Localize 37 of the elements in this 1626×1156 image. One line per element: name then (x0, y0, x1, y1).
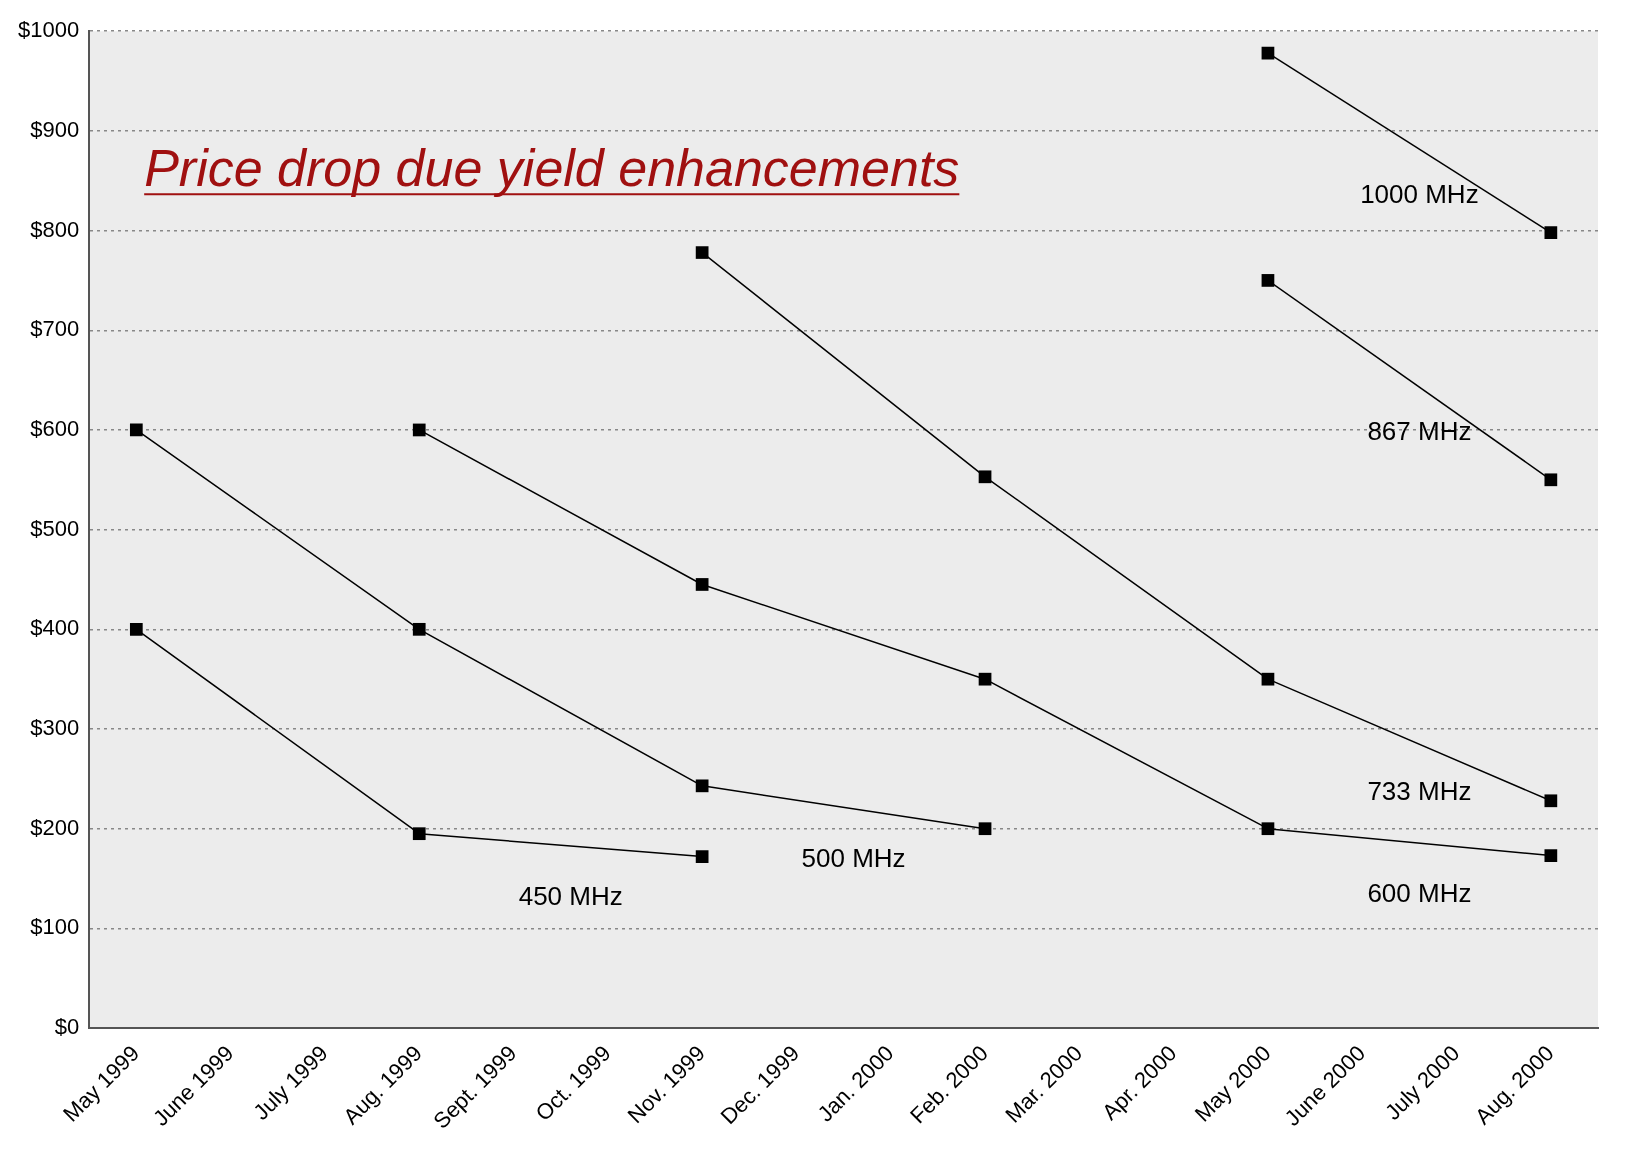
point (412, 827, 426, 841)
series-label: 450 MHz (518, 881, 623, 912)
point (129, 423, 143, 437)
point (412, 423, 426, 437)
point (412, 622, 426, 636)
point (695, 246, 709, 259)
y-tick-label: $700 (30, 316, 80, 342)
series-label: 500 MHz (801, 843, 906, 874)
y-tick-label: $0 (54, 1014, 80, 1040)
point (695, 850, 709, 863)
point (1544, 794, 1558, 808)
y-tick-label: $400 (30, 615, 80, 641)
point (978, 672, 992, 686)
point (1261, 672, 1275, 686)
point (1261, 274, 1275, 287)
series-label: 1000 MHz (1360, 179, 1479, 210)
series-label: 733 MHz (1367, 776, 1472, 807)
y-tick-label: $1000 (17, 17, 80, 43)
y-tick-label: $500 (30, 515, 80, 541)
y-tick-label: $300 (30, 715, 80, 741)
annotation: Price drop due yield enhancements (144, 139, 960, 198)
point (978, 822, 992, 836)
y-tick-label: $800 (30, 216, 80, 242)
point (1544, 473, 1558, 487)
point (1544, 849, 1558, 862)
point (695, 578, 709, 591)
y-tick-label: $900 (30, 116, 80, 142)
point (1544, 226, 1558, 239)
point (978, 470, 992, 484)
point (129, 622, 143, 636)
y-tick-label: $100 (30, 914, 80, 940)
point (1261, 822, 1275, 836)
y-tick-label: $600 (30, 416, 80, 442)
y-tick-label: $200 (30, 814, 80, 840)
series-label: 867 MHz (1367, 416, 1472, 447)
point (695, 779, 709, 793)
series-label: 600 MHz (1367, 878, 1472, 909)
